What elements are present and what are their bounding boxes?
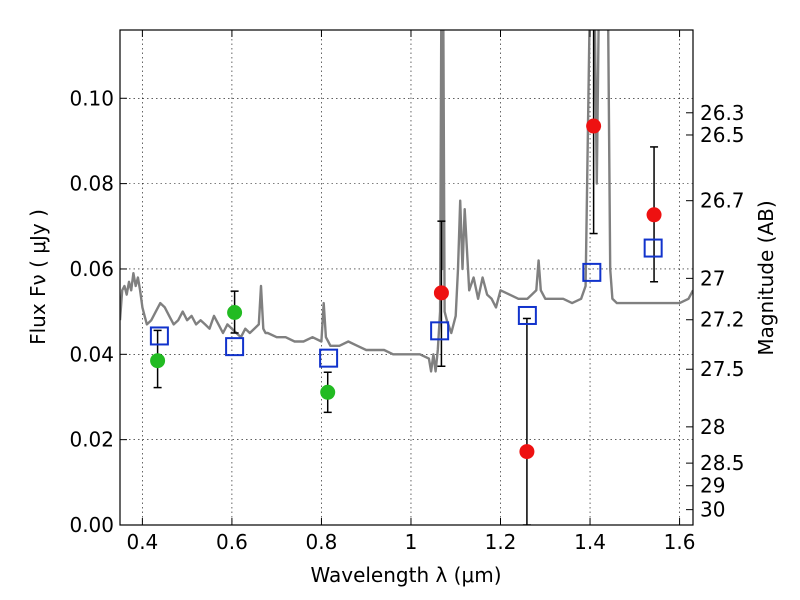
x-tick-label: 1.4 (574, 530, 606, 554)
right-tick-label: 27 (700, 266, 725, 290)
x-tick-label: 1.6 (664, 530, 696, 554)
model-square-point (319, 348, 339, 368)
axes: 0.4 0.6 0.8 1 1.2 1.4 1.6 0.00 0.02 0.04 0.06 0.08 0… (69, 30, 745, 554)
grid (120, 30, 693, 526)
data-point (320, 384, 336, 400)
right-tick-label: 27.2 (700, 308, 745, 332)
right-tick-label: 30 (700, 498, 725, 522)
y-tick-label: 0.06 (69, 257, 114, 281)
model-square-point (582, 262, 602, 282)
model-square-point (430, 321, 450, 341)
y-axis-title: Flux Fν ( μJy ) (26, 209, 50, 345)
x-axis-title: Wavelength λ (μm) (310, 563, 501, 587)
y-tick-label: 0.10 (69, 86, 114, 110)
model-spectrum-line (120, 30, 693, 373)
right-tick-label: 26.5 (700, 123, 745, 147)
right-tick-label: 27.5 (700, 357, 745, 381)
x-tick-label: 1 (405, 530, 418, 554)
x-tick-label: 1.2 (485, 530, 517, 554)
data-point (227, 304, 243, 320)
plot-area (120, 30, 693, 525)
model-square-point (517, 305, 537, 325)
data-point (646, 207, 662, 223)
x-tick-label: 0.4 (126, 530, 158, 554)
x-tick-label: 0.8 (306, 530, 338, 554)
data-point (519, 444, 535, 460)
y-axis-right-title: Magnitude (AB) (754, 200, 778, 355)
y-tick-label: 0.02 (69, 428, 114, 452)
data-point (433, 285, 449, 301)
model-square-point (643, 238, 663, 258)
y-tick-label: 0.04 (69, 342, 114, 366)
model-square-point (149, 326, 169, 346)
model-square-point (225, 337, 245, 357)
right-tick-label: 28.5 (700, 451, 745, 475)
y-tick-label: 0.00 (69, 513, 114, 537)
right-tick-label: 28 (700, 415, 725, 439)
x-tick-label: 0.6 (216, 530, 248, 554)
plot-frame (119, 29, 694, 526)
y-tick-label: 0.08 (69, 172, 114, 196)
right-tick-label: 26.3 (700, 101, 745, 125)
data-point (150, 353, 166, 369)
right-tick-label: 26.7 (700, 189, 745, 213)
data-point (586, 118, 602, 134)
right-tick-label: 29 (700, 474, 725, 498)
